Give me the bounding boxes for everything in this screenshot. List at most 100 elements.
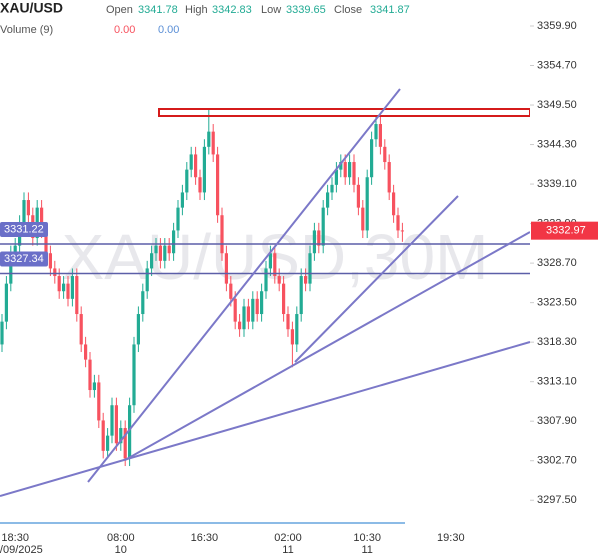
price-axis bbox=[530, 0, 600, 558]
candle-body bbox=[92, 382, 96, 391]
candle-body bbox=[224, 253, 228, 284]
candle-body bbox=[163, 245, 167, 261]
candle-body bbox=[290, 329, 294, 345]
plot bbox=[0, 108, 530, 467]
candle-body bbox=[66, 283, 70, 299]
candle-body bbox=[233, 298, 237, 322]
candle-body bbox=[150, 253, 154, 269]
candle-body bbox=[365, 177, 369, 231]
candle-body bbox=[383, 146, 387, 163]
candle-body bbox=[374, 124, 378, 140]
last-price-label: 3332.97 bbox=[546, 225, 586, 237]
candle-body bbox=[185, 169, 189, 193]
trend-line bbox=[124, 231, 531, 461]
candle-body bbox=[180, 192, 184, 208]
candle-body bbox=[0, 321, 4, 345]
y-tick-label: 3359.90 bbox=[537, 20, 577, 32]
last-price-tag bbox=[531, 221, 598, 240]
candle-body bbox=[246, 306, 250, 322]
line-label: 3331.22 bbox=[4, 223, 44, 235]
candle-body bbox=[238, 321, 242, 330]
candle-body bbox=[242, 306, 246, 330]
candle-body bbox=[128, 405, 132, 459]
candle-body bbox=[370, 139, 374, 178]
volume-label: Volume (9) bbox=[0, 24, 53, 36]
candle-body bbox=[198, 177, 202, 193]
y-tick-label: 3313.10 bbox=[537, 376, 577, 388]
field-label: Close bbox=[334, 4, 362, 16]
field-value: 3341.78 bbox=[138, 4, 178, 16]
candle-body bbox=[400, 230, 404, 232]
candle-body bbox=[141, 291, 145, 315]
candle-body bbox=[282, 283, 286, 315]
y-tick-label: 3297.50 bbox=[537, 494, 577, 506]
candle-body bbox=[62, 283, 66, 292]
candle-body bbox=[202, 146, 206, 193]
candle-body bbox=[88, 359, 92, 391]
x-tick-sublabel: 11 bbox=[282, 544, 293, 556]
candle-body bbox=[295, 314, 299, 345]
candle-body bbox=[53, 268, 57, 277]
volume-value: 0.00 bbox=[114, 24, 135, 36]
candle-body bbox=[207, 131, 211, 147]
candle-body bbox=[13, 245, 17, 254]
candle-body bbox=[57, 276, 61, 292]
candle-body bbox=[308, 253, 312, 284]
field-label: High bbox=[185, 4, 208, 16]
candle-body bbox=[44, 230, 48, 254]
y-tick-label: 3344.30 bbox=[537, 138, 577, 150]
candle-body bbox=[356, 184, 360, 208]
candle-body bbox=[84, 344, 88, 360]
x-tick-label: 08:00 bbox=[107, 532, 135, 544]
y-tick-label: 3339.10 bbox=[537, 178, 577, 190]
candle-body bbox=[132, 344, 136, 406]
candle-body bbox=[216, 154, 220, 216]
candle-body bbox=[396, 215, 400, 231]
y-tick-label: 3302.70 bbox=[537, 455, 577, 467]
x-tick-label: 18:30 bbox=[1, 532, 29, 544]
x-tick-label: 19:30 bbox=[437, 532, 465, 544]
candle-body bbox=[101, 420, 105, 451]
x-tick-label: 16:30 bbox=[191, 532, 219, 544]
x-tick-sublabel: 06/09/2025 bbox=[0, 544, 43, 556]
y-tick-label: 3349.50 bbox=[537, 99, 577, 111]
y-tick-label: 3354.70 bbox=[537, 59, 577, 71]
y-tick-label: 3307.90 bbox=[537, 415, 577, 427]
candle-body bbox=[304, 276, 308, 284]
candle-body bbox=[9, 253, 13, 284]
candle-body bbox=[255, 298, 259, 315]
candle-body bbox=[136, 314, 140, 345]
candle-body bbox=[352, 162, 356, 185]
candle-body bbox=[194, 154, 198, 178]
candle-body bbox=[378, 124, 382, 147]
x-tick-label: 02:00 bbox=[274, 532, 302, 544]
candle-body bbox=[264, 268, 268, 292]
candle-body bbox=[321, 207, 325, 246]
line-label-box bbox=[0, 221, 48, 237]
symbol: XAU/USD bbox=[0, 0, 63, 16]
trend-line bbox=[294, 195, 459, 363]
candle-body bbox=[251, 298, 255, 322]
candle-body bbox=[326, 192, 330, 208]
candle-body bbox=[189, 154, 193, 170]
candle-body bbox=[48, 253, 52, 269]
candle-body bbox=[145, 268, 149, 292]
y-tick-label: 3328.70 bbox=[537, 257, 577, 269]
candle-body bbox=[119, 428, 123, 444]
candle-body bbox=[79, 314, 83, 345]
candle-body bbox=[330, 184, 334, 193]
candle-body bbox=[97, 382, 101, 421]
y-tick-label: 3323.50 bbox=[537, 297, 577, 309]
field-value: 3341.87 bbox=[370, 4, 410, 16]
resistance-zone bbox=[158, 108, 531, 117]
candle-body bbox=[339, 162, 343, 170]
candle-body bbox=[176, 207, 180, 231]
candle-body bbox=[317, 230, 321, 246]
candle-body bbox=[286, 314, 290, 330]
candle-body bbox=[75, 276, 79, 315]
field-value: 3342.83 bbox=[212, 4, 252, 16]
candle-body bbox=[211, 131, 215, 155]
candle-body bbox=[348, 162, 352, 178]
line-label-box bbox=[0, 251, 48, 267]
